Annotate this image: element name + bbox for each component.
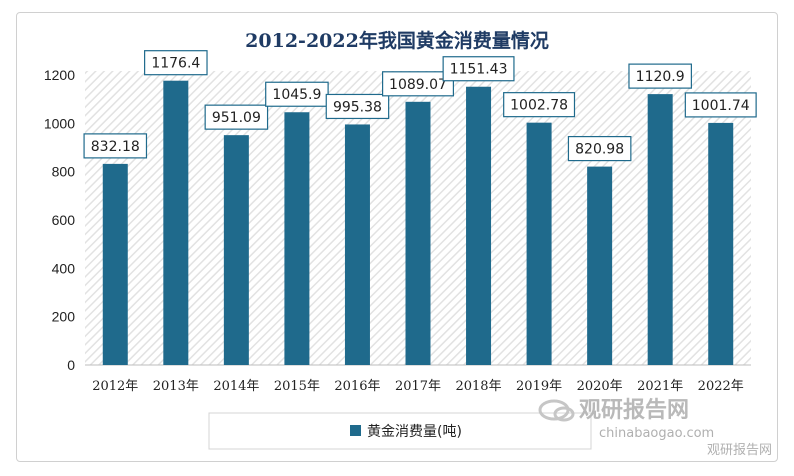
chart-title: 2012-2022年我国黄金消费量情况 [245, 29, 549, 52]
data-label: 995.38 [333, 99, 382, 115]
y-tick-label: 0 [67, 357, 75, 373]
data-label-box [204, 104, 269, 130]
data-label-box [265, 81, 329, 107]
data-label-box [567, 135, 632, 162]
x-tick-label: 2014年 [213, 379, 259, 394]
bar [223, 135, 249, 365]
bar [708, 122, 734, 365]
data-label: 951.09 [212, 110, 261, 126]
watermark-tag: 观研报告网 [707, 443, 772, 458]
bar [587, 166, 613, 365]
watermark: 观研报告网 chinabaogao.com 观研报告网 [538, 398, 772, 458]
x-tick-label: 2021年 [637, 379, 683, 394]
data-label: 1045.9 [272, 87, 321, 103]
x-axis: 2012年 2013年 2014年 2015年 2016年 2017年 2018年 2019年… [92, 379, 744, 394]
y-axis: 0 200 400 600 800 1000 1200 [44, 67, 75, 373]
x-tick-label: 2016年 [334, 379, 380, 394]
x-tick-label: 2018年 [455, 379, 501, 394]
data-label: 1002.78 [510, 98, 568, 114]
data-label-box [442, 56, 515, 82]
y-tick-label: 600 [52, 212, 76, 228]
x-tick-label: 2013年 [153, 379, 199, 394]
y-tick-label: 800 [52, 164, 76, 180]
x-tick-label: 2019年 [516, 379, 562, 394]
bar [102, 163, 128, 365]
y-tick-label: 1000 [44, 115, 75, 131]
data-label-box [144, 50, 208, 76]
bar [405, 101, 431, 366]
legend-swatch [350, 425, 361, 436]
data-label-box [325, 93, 390, 120]
x-tick-label: 2012年 [92, 379, 138, 394]
bar [466, 86, 492, 366]
bar [163, 80, 189, 365]
bar [284, 112, 310, 365]
y-tick-label: 200 [52, 309, 76, 325]
bars [102, 80, 734, 366]
watermark-url: chinabaogao.com [599, 426, 714, 441]
watermark-logo-icon [538, 399, 575, 422]
x-tick-label: 2017年 [395, 379, 441, 394]
legend: 黄金消费量(吨) [208, 412, 592, 450]
data-label: 1151.43 [450, 62, 508, 78]
x-tick-label: 2020年 [577, 379, 623, 394]
bar [344, 124, 370, 366]
watermark-brand: 观研报告网 [579, 398, 689, 423]
y-tick-label: 1200 [44, 67, 75, 83]
legend-box [208, 412, 592, 450]
bar [526, 122, 552, 365]
data-label: 1001.74 [692, 98, 750, 114]
data-label-box [684, 92, 757, 118]
bar-chart: 2012-2022年我国黄金消费量情况 0 200 400 600 800 1000 120… [44, 29, 772, 458]
data-label-box [382, 71, 455, 97]
data-label-box [83, 133, 148, 159]
chart-frame: 2012-2022年我国黄金消费量情况 0 200 400 600 800 1000 120… [16, 12, 778, 462]
data-label: 1176.4 [151, 56, 200, 72]
bar [647, 94, 673, 365]
data-label: 1089.07 [389, 77, 447, 93]
data-label: 820.98 [575, 142, 624, 158]
data-label: 832.18 [91, 139, 140, 155]
data-label: 1120.9 [636, 69, 685, 85]
legend-label: 黄金消费量(吨) [367, 423, 462, 440]
x-tick-label: 2015年 [274, 379, 320, 394]
y-tick-label: 400 [52, 260, 76, 276]
data-labels: 832.18 1176.4 951.09 1045.9 995.38 1089.07115… [83, 50, 757, 162]
data-label-box [628, 63, 692, 89]
data-label-box [503, 92, 576, 118]
x-tick-label: 2022年 [698, 379, 744, 394]
